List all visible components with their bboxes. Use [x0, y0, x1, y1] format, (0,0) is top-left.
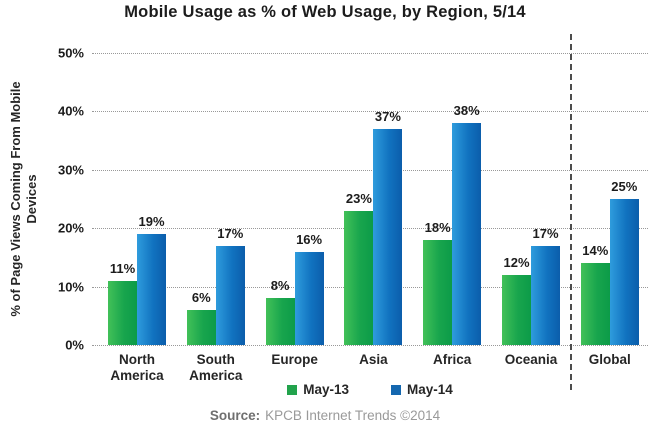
bar-may-13: [344, 210, 374, 345]
value-label: 18%: [424, 219, 451, 235]
value-label: 17%: [217, 225, 244, 241]
x-axis-label: Global: [588, 352, 631, 367]
legend: May-13 May-14: [92, 382, 648, 397]
value-label: 25%: [611, 179, 638, 194]
y-tick-label: 40%: [57, 103, 84, 119]
source-label: Source:: [209, 408, 261, 423]
value-label: 11%: [109, 260, 136, 276]
bar-may-13: [423, 239, 453, 345]
legend-item-may-13: May-13: [287, 382, 349, 397]
value-label: 37%: [374, 108, 401, 124]
bar-may-14: [531, 245, 560, 345]
legend-swatch-may-14: [391, 384, 401, 395]
value-label: 17%: [532, 225, 559, 241]
y-tick-label: 50%: [57, 45, 84, 61]
legend-swatch-may-13: [287, 384, 298, 395]
value-label: 12%: [503, 254, 530, 270]
y-tick-label: 20%: [57, 220, 84, 236]
legend-label-may-13: May-13: [303, 382, 349, 397]
bar-may-13: [186, 309, 216, 345]
value-label: 16%: [296, 231, 323, 247]
value-label: 23%: [345, 190, 372, 206]
source-text: KPCB Internet Trends ©2014: [265, 408, 441, 423]
bar-may-13: [580, 263, 610, 345]
chart-title: Mobile Usage as % of Web Usage, by Regio…: [124, 3, 526, 21]
legend-item-may-14: May-14: [391, 382, 453, 397]
gridline: [92, 53, 648, 54]
y-tick-label: 10%: [57, 279, 84, 295]
x-axis-label: Europe: [271, 352, 318, 367]
x-axis-label: Oceania: [504, 352, 558, 367]
bar-may-14: [294, 251, 324, 345]
gridline: [92, 345, 648, 346]
bar-may-14: [373, 128, 403, 345]
value-label: 14%: [582, 243, 609, 259]
bar-may-14: [215, 245, 245, 345]
bar-may-14: [137, 234, 166, 345]
value-label: 8%: [270, 278, 290, 294]
global-separator-line: [569, 34, 572, 390]
bar-may-14: [609, 199, 639, 345]
gridline: [92, 169, 648, 171]
bar-may-14: [452, 123, 482, 345]
value-label: 38%: [453, 103, 480, 119]
value-label: 19%: [138, 214, 165, 230]
legend-label-may-14: May-14: [407, 382, 453, 397]
x-axis-label: North America: [110, 352, 164, 383]
bar-may-13: [108, 280, 137, 345]
source-note: Source: KPCB Internet Trends ©2014: [0, 408, 650, 423]
x-axis-label: South America: [189, 352, 243, 383]
value-label: 6%: [191, 289, 211, 305]
bar-may-13: [502, 274, 531, 345]
bar-may-13: [265, 298, 295, 345]
x-axis-label: Asia: [359, 352, 388, 367]
x-axis-label: Africa: [433, 352, 472, 367]
y-tick-label: 0%: [65, 337, 84, 353]
gridline: [92, 111, 648, 113]
y-tick-label: 30%: [57, 162, 84, 178]
